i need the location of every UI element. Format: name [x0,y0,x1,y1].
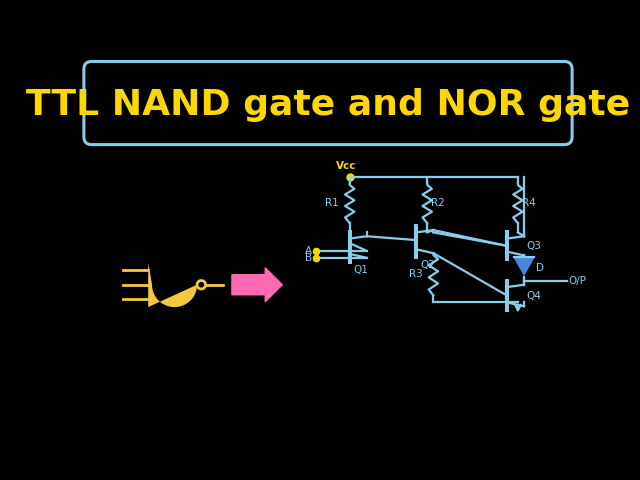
Text: O/P: O/P [568,276,586,286]
Text: D: D [536,263,545,273]
Polygon shape [232,268,282,302]
Polygon shape [148,263,197,307]
Text: TTL NAND gate and NOR gate: TTL NAND gate and NOR gate [26,88,630,122]
FancyBboxPatch shape [84,61,572,144]
Text: Q4: Q4 [527,290,541,300]
Text: A: A [305,246,312,256]
Text: B: B [305,253,312,263]
Text: Q1: Q1 [353,265,369,275]
Text: R4: R4 [522,198,536,208]
Text: Q3: Q3 [527,241,541,251]
Text: R3: R3 [409,269,422,279]
Polygon shape [514,257,534,275]
Text: R2: R2 [431,198,445,208]
Text: Q2: Q2 [420,260,435,270]
Text: R1: R1 [325,198,339,208]
Text: Vcc: Vcc [335,161,356,171]
